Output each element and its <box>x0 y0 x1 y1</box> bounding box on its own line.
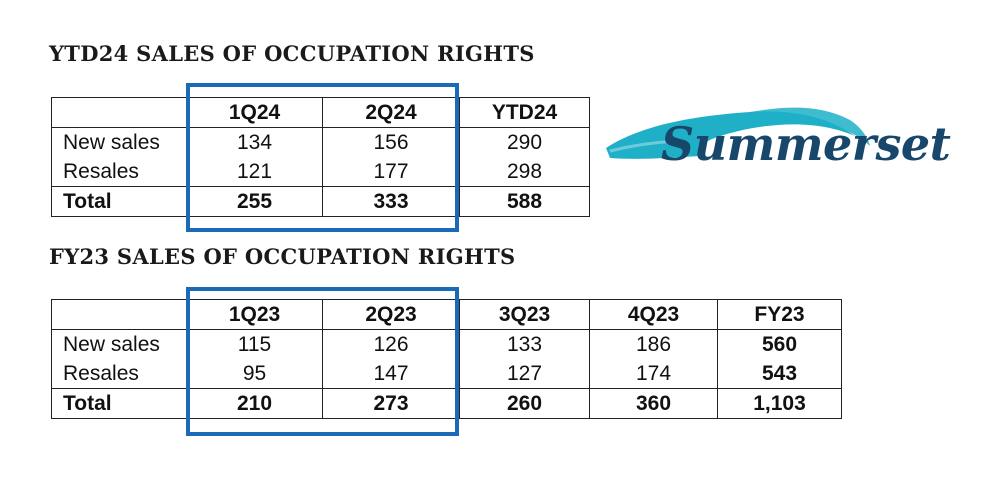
ytd24-table: 1Q24 2Q24 YTD24 New sales 134 156 290 Re… <box>51 97 590 217</box>
row-label: Total <box>51 186 187 217</box>
highlight-box-fy23 <box>186 287 459 436</box>
table-cell: 177 <box>322 157 460 187</box>
header-cell-fy23: FY23 <box>717 299 842 330</box>
header-cell-1q24: 1Q24 <box>186 97 323 128</box>
summerset-swoosh-icon <box>606 107 870 159</box>
table-header-row: 1Q24 2Q24 YTD24 <box>51 97 590 128</box>
summerset-logo-text: Summerset <box>661 117 951 171</box>
table-cell: 121 <box>186 157 323 187</box>
header-cell-4q23: 4Q23 <box>589 299 718 330</box>
table-cell: 360 <box>589 388 718 419</box>
table-row: Resales 121 177 298 <box>51 157 590 187</box>
header-cell-empty <box>51 97 187 128</box>
header-cell-1q23: 1Q23 <box>186 299 323 330</box>
ytd24-heading: YTD24 SALES OF OCCUPATION RIGHTS <box>49 41 535 66</box>
table-cell: 126 <box>322 329 460 359</box>
row-label: Total <box>51 388 187 419</box>
fy23-table: 1Q23 2Q23 3Q23 4Q23 FY23 New sales 115 1… <box>51 299 842 419</box>
table-cell: 1,103 <box>717 388 842 419</box>
table-cell: 115 <box>186 329 323 359</box>
table-header-row: 1Q23 2Q23 3Q23 4Q23 FY23 <box>51 299 842 330</box>
table-cell: 133 <box>459 329 590 359</box>
table-cell: 273 <box>322 388 460 419</box>
header-cell-2q23: 2Q23 <box>322 299 460 330</box>
table-cell: 290 <box>459 127 590 157</box>
table-cell: 174 <box>589 359 718 389</box>
header-cell-3q23: 3Q23 <box>459 299 590 330</box>
table-row: New sales 134 156 290 <box>51 127 590 157</box>
table-cell: 560 <box>717 329 842 359</box>
header-cell-2q24: 2Q24 <box>322 97 460 128</box>
table-total-row: Total 210 273 260 360 1,103 <box>51 388 842 419</box>
highlight-box-ytd24 <box>186 83 459 232</box>
table-cell: 588 <box>459 186 590 217</box>
row-label: New sales <box>51 329 187 359</box>
row-label: New sales <box>51 127 187 157</box>
row-label: Resales <box>51 359 187 389</box>
row-label: Resales <box>51 157 187 187</box>
table-cell: 298 <box>459 157 590 187</box>
header-cell-ytd24: YTD24 <box>459 97 590 128</box>
table-cell: 260 <box>459 388 590 419</box>
table-cell: 134 <box>186 127 323 157</box>
table-cell: 147 <box>322 359 460 389</box>
table-row: New sales 115 126 133 186 560 <box>51 329 842 359</box>
table-cell: 255 <box>186 186 323 217</box>
table-cell: 543 <box>717 359 842 389</box>
table-cell: 333 <box>322 186 460 217</box>
table-total-row: Total 255 333 588 <box>51 186 590 217</box>
table-cell: 127 <box>459 359 590 389</box>
table-cell: 210 <box>186 388 323 419</box>
fy23-heading: FY23 SALES OF OCCUPATION RIGHTS <box>49 244 516 269</box>
table-cell: 186 <box>589 329 718 359</box>
table-row: Resales 95 147 127 174 543 <box>51 359 842 389</box>
table-cell: 156 <box>322 127 460 157</box>
header-cell-empty <box>51 299 187 330</box>
table-cell: 95 <box>186 359 323 389</box>
